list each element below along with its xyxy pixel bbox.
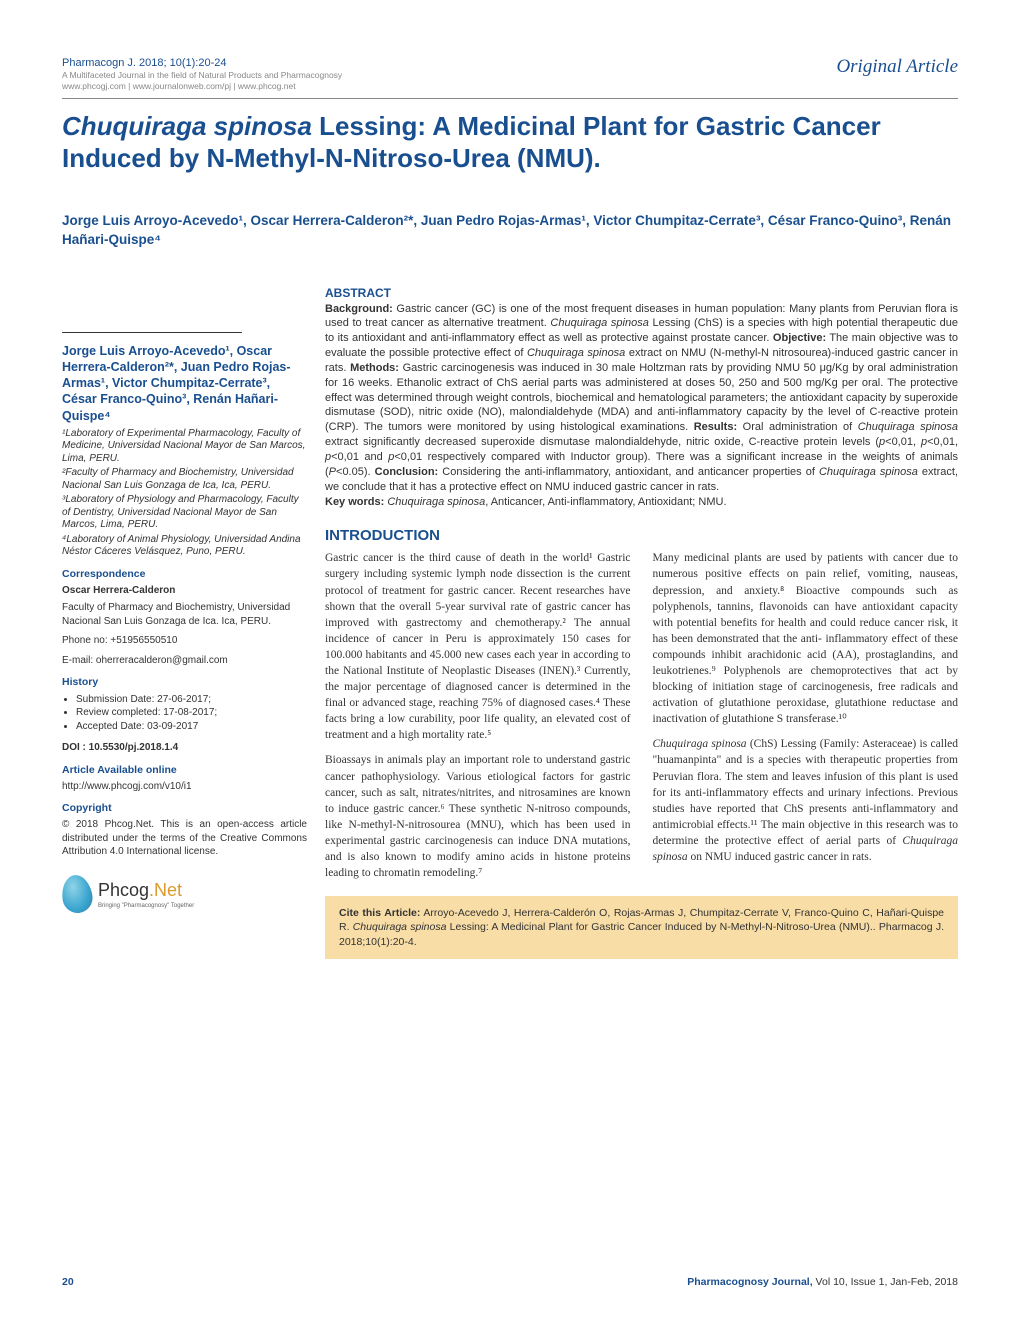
article-type: Original Article	[836, 56, 958, 78]
two-column-layout: Jorge Luis Arroyo-Acevedo¹, Oscar Herrer…	[62, 286, 958, 959]
correspondence-phone: Phone no: +51956550510	[62, 634, 307, 648]
header-rule	[62, 98, 958, 99]
available-online-link: http://www.phcogj.com/v10/i1	[62, 780, 307, 794]
affiliation-2: ²Faculty of Pharmacy and Biochemistry, U…	[62, 467, 307, 492]
history-head: History	[62, 675, 307, 689]
affiliation-4: ⁴Laboratory of Animal Physiology, Univer…	[62, 534, 307, 559]
logo-text-net: .Net	[149, 880, 182, 900]
sidebar: Jorge Luis Arroyo-Acevedo¹, Oscar Herrer…	[62, 286, 307, 959]
logo-text: Phcog.Net	[98, 880, 182, 900]
history-item: Accepted Date: 03-09-2017	[76, 720, 307, 734]
doi-line: DOI : 10.5530/pj.2018.1.4	[62, 741, 307, 755]
correspondence-name: Oscar Herrera-Calderon	[62, 584, 307, 598]
copyright-head: Copyright	[62, 801, 307, 815]
publisher-logo: Phcog.Net Bringing "Pharmacognosy" Toget…	[62, 875, 307, 913]
correspondence-address: Faculty of Pharmacy and Biochemistry, Un…	[62, 601, 307, 628]
intro-paragraph: Chuquiraga spinosa (ChS) Lessing (Family…	[653, 736, 959, 865]
available-online-head: Article Available online	[62, 763, 307, 777]
page-header: Pharmacogn J. 2018; 10(1):20-24 A Multif…	[62, 56, 958, 92]
logo-text-wrap: Phcog.Net Bringing "Pharmacognosy" Toget…	[98, 878, 194, 910]
sidebar-authors: Jorge Luis Arroyo-Acevedo¹, Oscar Herrer…	[62, 343, 307, 424]
sidebar-rule	[62, 332, 242, 333]
page-footer: 20 Pharmacognosy Journal, Vol 10, Issue …	[62, 1276, 958, 1288]
intro-paragraph: Many medicinal plants are used by patien…	[653, 550, 959, 727]
article-title: Chuquiraga spinosa Lessing: A Medicinal …	[62, 111, 958, 173]
abstract-keywords: Key words: Chuquiraga spinosa, Anticance…	[325, 496, 727, 508]
history-item: Submission Date: 27-06-2017;	[76, 693, 307, 707]
abstract-head: ABSTRACT	[325, 286, 958, 300]
journal-reference: Pharmacogn J. 2018; 10(1):20-24	[62, 56, 342, 70]
journal-description: A Multifaceted Journal in the field of N…	[62, 70, 342, 81]
journal-links: www.phcogj.com | www.journalonweb.com/pj…	[62, 81, 342, 92]
doi-value: 10.5530/pj.2018.1.4	[89, 742, 179, 753]
header-left: Pharmacogn J. 2018; 10(1):20-24 A Multif…	[62, 56, 342, 92]
history-item: Review completed: 17-08-2017;	[76, 706, 307, 720]
correspondence-email: E-mail: oherreracalderon@gmail.com	[62, 654, 307, 668]
intro-paragraph: Bioassays in animals play an important r…	[325, 752, 631, 881]
history-list: Submission Date: 27-06-2017; Review comp…	[62, 693, 307, 734]
affiliation-3: ³Laboratory of Physiology and Pharmacolo…	[62, 494, 307, 532]
introduction-head: INTRODUCTION	[325, 527, 958, 544]
authors-line: Jorge Luis Arroyo-Acevedo¹, Oscar Herrer…	[62, 212, 958, 250]
abstract-body: Background: Gastric cancer (GC) is one o…	[325, 302, 958, 510]
title-species: Chuquiraga spinosa	[62, 111, 312, 141]
logo-text-main: Phcog	[98, 880, 149, 900]
intro-paragraph: Gastric cancer is the third cause of dea…	[325, 550, 631, 743]
footer-journal-info: Pharmacognosy Journal, Vol 10, Issue 1, …	[687, 1276, 958, 1288]
abstract-text: Background: Gastric cancer (GC) is one o…	[325, 303, 958, 493]
doi-label: DOI :	[62, 742, 89, 753]
cite-this-article-box: Cite this Article: Arroyo-Acevedo J, Her…	[325, 896, 958, 959]
affiliation-1: ¹Laboratory of Experimental Pharmacology…	[62, 428, 307, 466]
main-content: ABSTRACT Background: Gastric cancer (GC)…	[325, 286, 958, 959]
logo-subtitle: Bringing "Pharmacognosy" Together	[98, 902, 194, 910]
footer-journal-name: Pharmacognosy Journal,	[687, 1276, 812, 1288]
footer-issue-info: Vol 10, Issue 1, Jan-Feb, 2018	[813, 1276, 958, 1288]
correspondence-head: Correspondence	[62, 567, 307, 581]
introduction-columns: Gastric cancer is the third cause of dea…	[325, 550, 958, 882]
logo-drop-icon	[60, 873, 95, 915]
page-number: 20	[62, 1276, 74, 1288]
copyright-text: © 2018 Phcog.Net. This is an open-access…	[62, 818, 307, 859]
